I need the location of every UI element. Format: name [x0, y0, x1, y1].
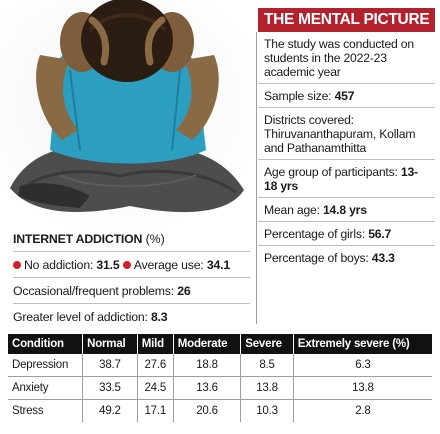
panel-item-value: 43.3 [371, 251, 395, 265]
table-cell: 27.6 [136, 354, 174, 377]
condition-table: Condition Normal Mild Moderate Severe Ex… [8, 334, 432, 422]
panel-item-girls: Percentage of girls: 56.7 [258, 222, 435, 246]
panel-item-value: 13-18 yrs [264, 165, 418, 193]
table-cell: 49.2 [82, 399, 138, 422]
occasional-value: 26 [177, 284, 191, 298]
table-cell: 20.6 [172, 399, 241, 422]
addiction-row-greater: Greater level of addiction: 8.3 [13, 304, 250, 329]
panel-item-value: 457 [334, 89, 355, 103]
table-row: Depression 38.7 27.6 18.8 8.5 6.3 [8, 354, 432, 377]
table-cell: 2.8 [292, 399, 432, 422]
table-cell: 10.3 [240, 399, 294, 422]
table-cell: Stress [12, 405, 44, 417]
panel-item-boys: Percentage of boys: 43.3 [258, 246, 435, 269]
table-header-row: Condition Normal Mild Moderate Severe Ex… [8, 334, 432, 354]
panel-divider [256, 32, 257, 324]
table-cell: 38.7 [82, 354, 138, 377]
table-cell: Depression [8, 354, 83, 377]
internet-addiction-unit: (%) [142, 232, 165, 246]
panel-item-districts: Districts covered: Thiruvananthapuram, K… [258, 108, 435, 160]
table-header-cell: Moderate [172, 334, 241, 354]
table-header-cell: Mild [136, 334, 174, 354]
greater-label: Greater level of addiction: [13, 310, 151, 324]
table-cell: 6.3 [292, 354, 432, 377]
panel-item-label: Mean age: [264, 203, 323, 217]
table-row: Stress 49.2 17.1 20.6 10.3 2.8 [8, 399, 432, 422]
panel-item-study: The study was conducted on students in t… [258, 32, 435, 84]
addiction-row-occasional: Occasional/frequent problems: 26 [13, 278, 250, 304]
table-cell: 8.5 [240, 354, 294, 377]
panel-item-value: 56.7 [368, 227, 392, 241]
internet-addiction-section: INTERNET ADDICTION (%) No addiction: 31.… [13, 226, 250, 329]
average-use-label: Average use: [133, 258, 207, 272]
panel-item-label: Districts covered: Thiruvananthapuram, K… [264, 113, 416, 155]
occasional-label: Occasional/frequent problems: [13, 284, 178, 298]
panel-item-sample-size: Sample size: 457 [258, 84, 435, 108]
red-bullet-icon [13, 261, 21, 269]
panel-item-label: Age group of participants: [264, 165, 401, 179]
table-row: Anxiety 33.5 24.5 13.6 13.8 13.8 [8, 376, 432, 400]
internet-addiction-title: INTERNET ADDICTION [13, 232, 143, 246]
panel-item-label: Percentage of girls: [264, 227, 369, 241]
red-bullet-icon [122, 261, 131, 269]
table-cell: 24.5 [136, 376, 174, 400]
mental-picture-panel: THE MENTAL PICTURE The study was conduct… [258, 8, 435, 269]
panel-item-label: Sample size: [264, 89, 335, 103]
table-cell: 18.8 [172, 354, 241, 377]
table-cell: Anxiety [8, 376, 83, 400]
person-head-in-hands-illustration [0, 0, 256, 226]
table-cell: 33.5 [82, 376, 138, 400]
panel-item-label: Percentage of boys: [264, 251, 372, 265]
no-addiction-label: No addiction: [24, 258, 97, 272]
panel-item-value: 14.8 yrs [322, 203, 367, 217]
addiction-row-no-and-average: No addiction: 31.5 Average use: 34.1 [13, 252, 250, 278]
internet-addiction-heading: INTERNET ADDICTION (%) [13, 226, 250, 252]
table-cell: 13.8 [240, 376, 294, 400]
panel-title: THE MENTAL PICTURE [258, 8, 435, 32]
panel-item-mean-age: Mean age: 14.8 yrs [258, 198, 435, 222]
table-header-cell: Normal [82, 334, 138, 354]
panel-item-label: The study was conducted on students in t… [264, 37, 414, 79]
table-header-cell: Extremely severe (%) [292, 334, 432, 354]
average-use-value: 34.1 [206, 258, 230, 272]
panel-item-age-group: Age group of participants: 13-18 yrs [258, 160, 435, 198]
table-cell: 13.8 [292, 376, 432, 400]
table-header-cell: Condition [8, 334, 83, 354]
no-addiction-value: 31.5 [96, 258, 120, 272]
table-cell: 13.6 [172, 376, 241, 400]
table-cell: 17.1 [136, 399, 174, 422]
greater-value: 8.3 [150, 310, 168, 324]
table-header-cell: Severe [240, 334, 294, 354]
